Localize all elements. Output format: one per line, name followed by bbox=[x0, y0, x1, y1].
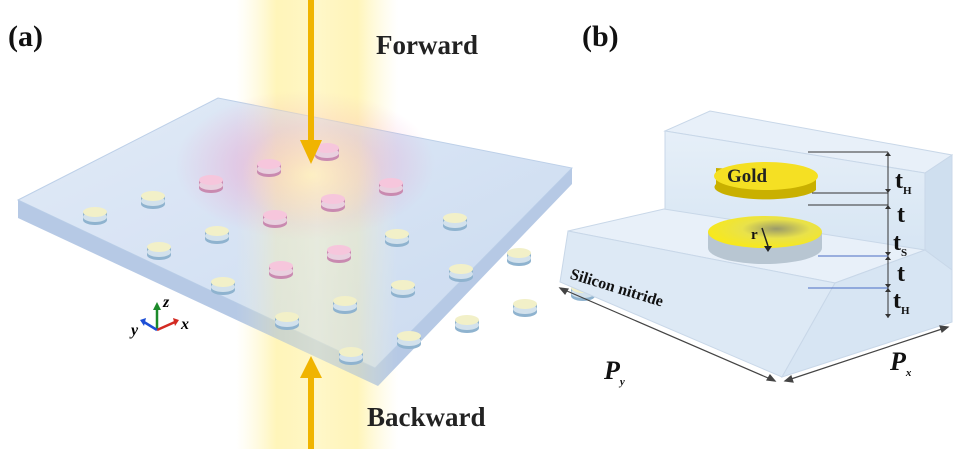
nanodisk bbox=[321, 194, 345, 212]
nanodisk bbox=[391, 280, 415, 298]
backward-label: Backward bbox=[367, 402, 486, 432]
axis-x-label: x bbox=[181, 316, 189, 333]
nanodisk bbox=[379, 178, 403, 196]
nanodisk bbox=[327, 245, 351, 263]
panel-a bbox=[16, 0, 595, 449]
gold-disk-bottom bbox=[708, 216, 822, 264]
backward-arrow bbox=[300, 356, 322, 449]
nanodisk bbox=[211, 277, 235, 295]
forward-arrow bbox=[300, 0, 322, 164]
period-dimension-lines bbox=[558, 287, 950, 383]
forward-label: Forward bbox=[376, 30, 478, 60]
t-h-bottom-label: tH bbox=[893, 288, 910, 317]
nanodisk bbox=[275, 312, 299, 330]
gold-label: Gold bbox=[727, 166, 768, 187]
nanodisk bbox=[147, 242, 171, 260]
nanodisk-array bbox=[83, 143, 595, 365]
gold-disk-top bbox=[714, 162, 818, 200]
panel-b bbox=[558, 110, 953, 383]
nanodisk bbox=[333, 296, 357, 314]
radius-arrow bbox=[761, 227, 769, 247]
t-gap-lower-label: t bbox=[897, 261, 905, 287]
panel-a-label: (a) bbox=[8, 20, 43, 53]
nanodisk bbox=[513, 299, 537, 317]
nanodisk bbox=[339, 347, 363, 365]
nanodisk bbox=[141, 191, 165, 209]
t-gap-upper-label: t bbox=[897, 202, 905, 228]
nanodisk bbox=[315, 143, 339, 161]
nanodisk bbox=[257, 159, 281, 177]
nanodisk bbox=[507, 248, 531, 266]
nanodisk bbox=[83, 207, 107, 225]
dimension-lines bbox=[808, 151, 891, 318]
period-x-label: Px bbox=[890, 347, 912, 380]
t-s-label: tS bbox=[893, 230, 908, 259]
nanodisk bbox=[397, 331, 421, 349]
nanodisk bbox=[449, 264, 473, 282]
nanodisk bbox=[269, 261, 293, 279]
axes-icon bbox=[140, 302, 179, 332]
nanodisk bbox=[443, 213, 467, 231]
nanodisk bbox=[455, 315, 479, 333]
nanodisk bbox=[205, 226, 229, 244]
axis-y-label: y bbox=[131, 322, 139, 339]
panel-b-label: (b) bbox=[582, 20, 619, 53]
nanodisk bbox=[199, 175, 223, 193]
radius-label: r bbox=[751, 227, 758, 243]
nanodisk bbox=[263, 210, 287, 228]
lower-block-right bbox=[780, 249, 953, 378]
t-h-top-label: tH bbox=[895, 168, 912, 197]
period-y-label: Py bbox=[604, 356, 625, 389]
axis-z-label: z bbox=[163, 294, 170, 311]
light-beam-overlay bbox=[236, 0, 398, 449]
nanodisk bbox=[385, 229, 409, 247]
